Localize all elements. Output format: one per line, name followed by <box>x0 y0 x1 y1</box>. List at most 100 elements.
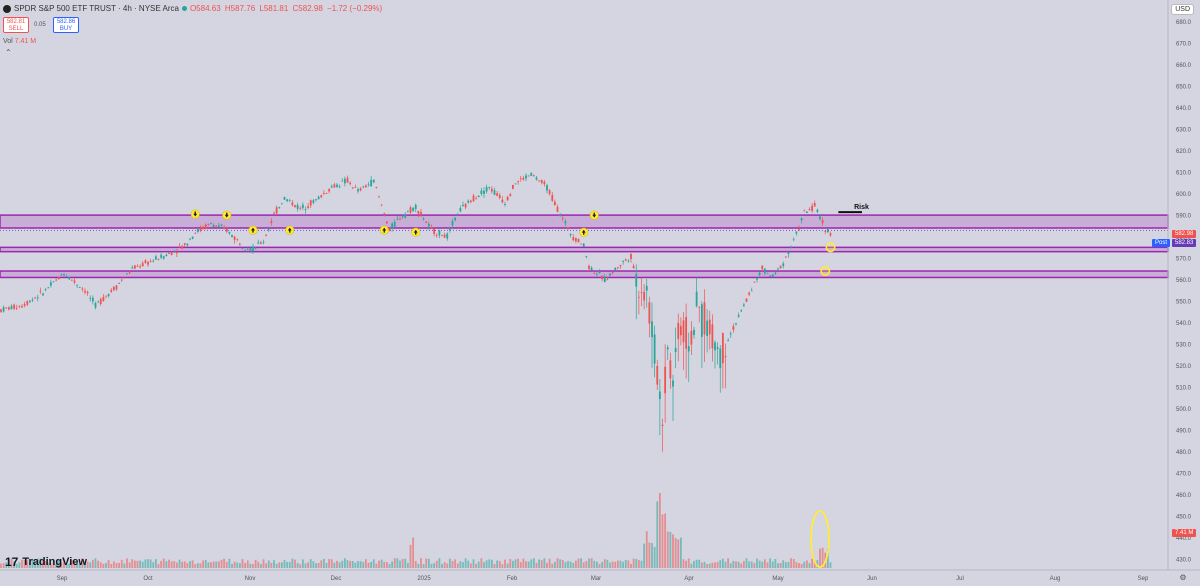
price-zone[interactable] <box>0 214 1169 229</box>
volume-bar <box>732 560 735 568</box>
collapse-chevron-icon[interactable]: ⌃ <box>5 48 12 57</box>
marker-arrow-glyph <box>193 211 198 217</box>
volume-bar <box>574 560 577 568</box>
volume-bar <box>10 558 13 568</box>
spread-value: 0.05 <box>34 22 46 28</box>
volume-bar <box>742 561 745 568</box>
volume-bar <box>341 560 344 568</box>
buy-button[interactable]: 582.86 BUY <box>53 17 79 33</box>
volume-bar <box>183 561 186 568</box>
volume-bar <box>745 558 748 568</box>
post-price-badge: 582.83 <box>1172 239 1197 247</box>
price-tick-label: 630.0 <box>1176 128 1192 134</box>
sell-price: 582.81 <box>6 19 26 25</box>
candle-body <box>467 200 470 203</box>
sell-button[interactable]: 582.81 SELL <box>3 17 29 33</box>
marker-arrow-glyph <box>251 227 255 233</box>
candle-body <box>414 204 417 210</box>
plot-background <box>0 0 1168 570</box>
candle-body <box>556 206 559 212</box>
sell-label: SELL <box>8 26 24 32</box>
volume-bar <box>622 561 625 568</box>
candle-body <box>333 184 336 188</box>
price-tick-label: 650.0 <box>1176 85 1192 91</box>
volume-bar <box>393 558 396 568</box>
price-axis[interactable]: 430.0 440.0 450.0 460.0 470.0 480.0 490.0 500.0… <box>1176 20 1192 564</box>
highlight-circle-marker[interactable] <box>820 266 831 277</box>
volume-bar <box>354 562 357 568</box>
time-axis[interactable]: Sep Oct Nov Dec 2025 Feb Mar Apr May Jun Jul Aug Sep <box>57 576 1149 582</box>
highlight-circle-marker[interactable] <box>825 242 836 253</box>
candle-body <box>393 222 396 227</box>
volume-bar <box>693 560 695 568</box>
volume-bar <box>191 560 194 568</box>
candle-body <box>664 366 667 394</box>
marker-arrow-glyph <box>287 227 292 233</box>
volume-bar <box>616 560 619 568</box>
volume-bar <box>456 563 459 568</box>
candle-body <box>396 218 399 220</box>
price-tick-label: 530.0 <box>1176 343 1192 349</box>
price-tick-label: 550.0 <box>1176 300 1192 306</box>
candle-body <box>808 209 811 211</box>
volume-bar <box>147 559 149 568</box>
volume-bar <box>131 559 134 568</box>
candle-body <box>236 239 239 241</box>
candle-body <box>813 203 816 207</box>
price-zone[interactable] <box>0 270 1169 279</box>
volume-bar <box>28 561 31 568</box>
candle-body <box>10 305 13 310</box>
candle-body <box>525 175 527 179</box>
volume-bar <box>168 559 170 568</box>
volume-bar <box>325 562 328 568</box>
volume-bar <box>70 560 73 568</box>
price-tick-label: 610.0 <box>1176 171 1192 177</box>
tradingview-logo[interactable]: 17 TradingView <box>5 555 87 569</box>
candle-body <box>383 213 386 216</box>
volume-bar <box>399 560 401 568</box>
volume-bar <box>391 561 394 568</box>
volume-bar <box>658 493 661 568</box>
volume-bar <box>36 558 39 568</box>
volume-bar <box>438 558 441 568</box>
candle-body <box>175 252 178 254</box>
volume-bar <box>26 560 29 568</box>
price-zone[interactable] <box>0 246 1169 253</box>
volume-bar <box>735 561 737 568</box>
volume-bar <box>582 562 585 568</box>
volume-legend[interactable]: Vol 7.41 M <box>3 38 36 45</box>
candle-body <box>816 209 819 212</box>
volume-bar <box>695 559 698 568</box>
volume-bar <box>97 560 100 568</box>
candle-body <box>569 233 572 236</box>
time-tick-label: Jul <box>956 576 964 582</box>
candle-body <box>774 272 777 274</box>
volume-bar <box>194 564 197 568</box>
settings-gear-icon[interactable]: ⚙ <box>1179 573 1186 582</box>
volume-bar <box>651 542 653 568</box>
volume-bar <box>792 559 795 568</box>
symbol-title[interactable]: SPDR S&P 500 ETF TRUST · 4h · NYSE Arca <box>14 4 179 13</box>
candle-body <box>49 282 52 286</box>
candle-body <box>160 254 163 258</box>
candle-body <box>228 231 231 234</box>
volume-bar <box>493 563 496 568</box>
candle-body <box>409 207 412 213</box>
volume-bar <box>47 562 50 568</box>
candle-body <box>288 200 291 202</box>
volume-bar <box>343 558 346 568</box>
volume-bar <box>406 563 409 568</box>
volume-highlight-ellipse[interactable] <box>810 510 830 568</box>
price-tick-label: 600.0 <box>1176 192 1192 198</box>
candle-body <box>252 246 254 252</box>
volume-bar <box>362 561 365 568</box>
volume-bar <box>244 562 247 568</box>
currency-selector[interactable]: USD <box>1171 4 1194 15</box>
candle-body <box>265 234 268 236</box>
volume-bar <box>210 562 212 568</box>
candle-body <box>580 243 583 245</box>
candle-body <box>280 203 283 205</box>
volume-bar <box>275 563 278 568</box>
candle-body <box>21 306 23 308</box>
